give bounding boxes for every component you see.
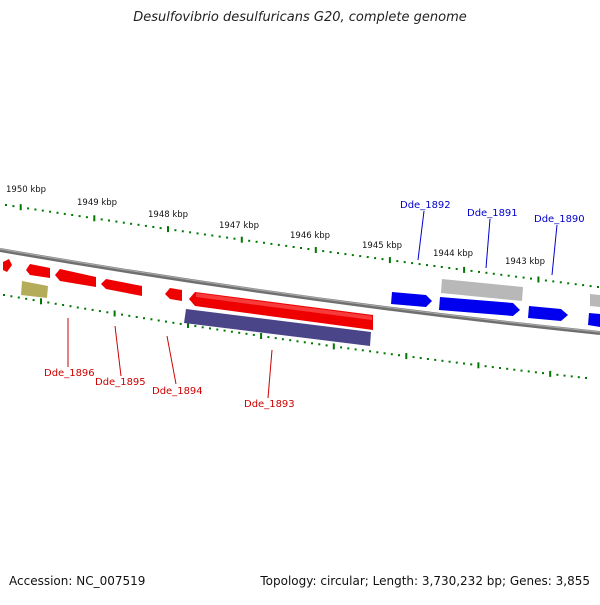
leader-dde-1890: [551, 224, 558, 276]
gene-label-dde-1891[interactable]: Dde_1891: [467, 208, 518, 219]
gene-shading: [196, 293, 372, 320]
leader-dde-1892: [417, 210, 425, 261]
grey-feature-edge: [590, 294, 600, 307]
grey-feature: [441, 279, 523, 301]
lower-scale-ticks: [3, 294, 587, 379]
olive-feature: [21, 281, 48, 298]
gene-label-dde-1894[interactable]: Dde_1894: [152, 386, 203, 397]
gene-arrow-dde-1897[interactable]: [3, 259, 12, 272]
scale-label-1944: 1944 kbp: [433, 249, 473, 259]
leader-dde-1894: [166, 335, 177, 385]
gene-arrow-small[interactable]: [165, 288, 182, 301]
gene-label-dde-1890[interactable]: Dde_1890: [534, 214, 585, 225]
leader-dde-1893: [267, 349, 273, 399]
label-leader-lines: [67, 210, 558, 399]
gene-arrow-dde-1891[interactable]: [439, 297, 520, 316]
scale-label-1949: 1949 kbp: [77, 198, 117, 208]
scale-label-1946: 1946 kbp: [290, 231, 330, 241]
scale-label-1948: 1948 kbp: [148, 210, 188, 220]
leader-dde-1891: [485, 218, 491, 269]
scale-label-1943: 1943 kbp: [505, 257, 545, 267]
gene-arrow-dde-1895[interactable]: [55, 269, 96, 287]
gene-arrow-dde-1892[interactable]: [391, 292, 432, 307]
leader-dde-1895: [114, 325, 122, 377]
scale-label-1945: 1945 kbp: [362, 241, 402, 251]
upper-scale-ticks: [5, 204, 599, 288]
gene-label-dde-1895[interactable]: Dde_1895: [95, 377, 146, 388]
scale-label-1950: 1950 kbp: [6, 185, 46, 195]
gene-arrow-edge[interactable]: [588, 313, 600, 327]
genome-backbone-highlight: [0, 248, 600, 333]
genome-backbone: [0, 248, 600, 335]
gene-arrow-dde-1894[interactable]: [101, 279, 142, 296]
gene-label-dde-1892[interactable]: Dde_1892: [400, 200, 451, 211]
gene-arrow-dde-1890[interactable]: [528, 306, 568, 321]
gene-label-dde-1896[interactable]: Dde_1896: [44, 368, 95, 379]
genome-summary-text: Topology: circular; Length: 3,730,232 bp…: [260, 574, 590, 588]
scale-label-1947: 1947 kbp: [219, 221, 259, 231]
gene-arrow-dde-1896[interactable]: [26, 264, 50, 278]
reverse-strand-genes: [3, 259, 373, 330]
gene-label-dde-1893[interactable]: Dde_1893: [244, 399, 295, 410]
scale-labels: 1950 kbp 1949 kbp 1948 kbp 1947 kbp 1946…: [6, 185, 545, 267]
purple-feature: [184, 309, 371, 346]
forward-strand-genes: [391, 292, 600, 327]
map-title: Desulfovibrio desulfuricans G20, complet…: [133, 10, 467, 25]
accession-text: Accession: NC_007519: [9, 574, 146, 588]
